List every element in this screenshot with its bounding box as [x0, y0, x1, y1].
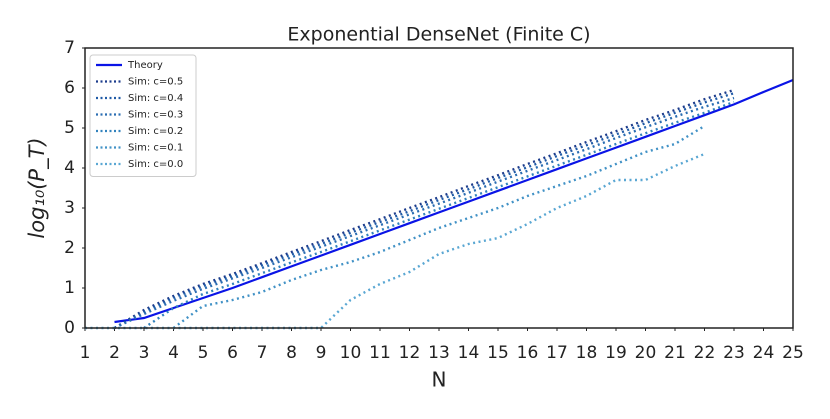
- legend-label: Sim: c=0.1: [128, 143, 183, 154]
- y-tick-label: 2: [64, 238, 75, 258]
- x-tick-label: 18: [576, 343, 598, 363]
- x-tick-label: 16: [517, 343, 539, 363]
- x-tick-label: 24: [753, 343, 775, 363]
- legend-label: Sim: c=0.2: [128, 126, 183, 137]
- x-tick-label: 10: [340, 343, 362, 363]
- x-tick-label: 1: [80, 343, 91, 363]
- x-tick-label: 20: [635, 343, 657, 363]
- x-tick-label: 6: [227, 343, 238, 363]
- x-tick-label: 4: [168, 343, 179, 363]
- x-tick-label: 3: [139, 343, 150, 363]
- x-axis-label: N: [432, 368, 447, 392]
- x-tick-label: 9: [316, 343, 327, 363]
- y-tick-label: 7: [64, 38, 75, 58]
- series-line: [114, 78, 794, 324]
- legend-label: Theory: [127, 60, 163, 71]
- x-tick-label: 8: [286, 343, 297, 363]
- x-tick-label: 5: [198, 343, 209, 363]
- y-tick-label: 3: [64, 198, 75, 218]
- x-tick-label: 15: [487, 343, 509, 363]
- y-tick-label: 1: [64, 278, 75, 298]
- y-tick-label: 0: [64, 318, 75, 338]
- x-tick-label: 17: [546, 343, 568, 363]
- x-tick-label: 21: [664, 343, 686, 363]
- x-tick-label: 14: [458, 343, 480, 363]
- series-line: [172, 124, 706, 329]
- plot-frame: [84, 47, 794, 329]
- chart-title: Exponential DenseNet (Finite C): [287, 24, 590, 46]
- series-line: [85, 152, 705, 330]
- x-tick-label: 22: [694, 343, 716, 363]
- x-tick-label: 13: [428, 343, 450, 363]
- x-tick-label: 7: [257, 343, 268, 363]
- legend-label: Sim: c=0.4: [128, 93, 183, 104]
- x-tick-label: 2: [109, 343, 120, 363]
- legend-label: Sim: c=0.3: [128, 110, 183, 121]
- x-tick-label: 19: [605, 343, 627, 363]
- series-line: [143, 100, 735, 329]
- y-tick-label: 4: [64, 158, 75, 178]
- x-tick-label: 12: [399, 343, 421, 363]
- legend-box: [89, 54, 197, 177]
- x-tick-label: 25: [782, 343, 804, 363]
- y-tick-label: 6: [64, 78, 75, 98]
- x-tick-label: 23: [723, 343, 745, 363]
- legend-label: Sim: c=0.0: [128, 159, 183, 170]
- y-axis-label: log₁₀(P_T): [25, 137, 50, 238]
- legend-label: Sim: c=0.5: [128, 77, 183, 88]
- x-tick-label: 11: [369, 343, 391, 363]
- y-tick-label: 5: [64, 118, 75, 138]
